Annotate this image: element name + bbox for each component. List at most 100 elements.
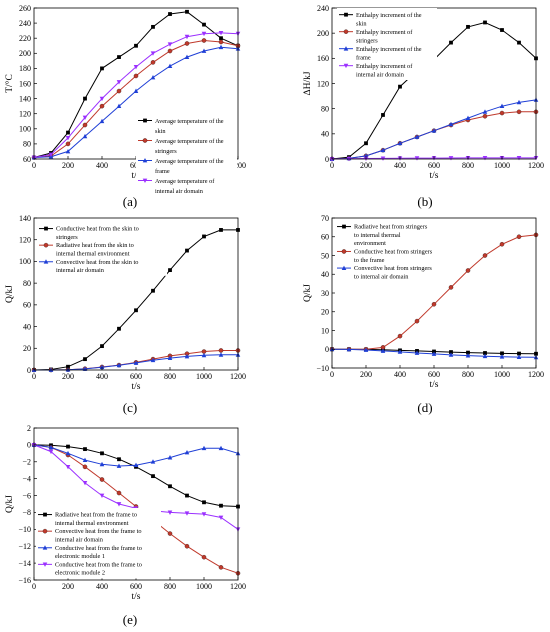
legend-e: Radiative heat from the frame tointernal… — [36, 508, 161, 579]
data-point-d-0-8 — [466, 350, 470, 355]
y-axis-label-a: T/°C — [4, 74, 15, 93]
y-axis-label-e: Q/kJ — [5, 495, 15, 513]
data-point-d-0-11 — [517, 351, 521, 356]
legend-label-e-3-1: electronic module 2 — [55, 570, 105, 577]
data-point-e-2-6 — [133, 462, 139, 468]
data-point-e-0-8 — [168, 484, 172, 489]
y-tick-label-b-4: 160 — [317, 54, 329, 63]
data-point-e-0-5 — [117, 457, 121, 462]
legend-label-e-1-0: Convective heat from the frame to — [55, 528, 142, 535]
data-point-d-2-10 — [499, 354, 505, 359]
x-tick-label-a-0: 0 — [32, 161, 36, 170]
legend-marker-b-1 — [343, 29, 349, 34]
y-tick-label-e-1: −14 — [18, 559, 31, 568]
data-point-a-1-4 — [99, 103, 105, 109]
data-point-d-1-9 — [482, 253, 488, 258]
legend-marker-e-1 — [42, 528, 48, 534]
y-tick-label-e-8: 0 — [27, 441, 31, 450]
legend-marker-e-2 — [42, 545, 48, 550]
data-point-e-3-10 — [201, 512, 207, 517]
data-point-c-0-2 — [66, 364, 70, 369]
data-point-a-1-7 — [150, 60, 156, 65]
data-point-b-2-9 — [482, 109, 488, 114]
y-tick-label-c-4: 80 — [23, 279, 31, 288]
y-tick-label-e-3: −10 — [18, 525, 31, 534]
legend-label-d-0-2: environment — [354, 240, 386, 247]
data-point-a-0-11 — [219, 36, 223, 41]
legend-label-e-2-1: electronic module 1 — [55, 553, 105, 560]
x-tick-label-c-5: 1000 — [196, 372, 212, 381]
data-point-e-2-4 — [99, 461, 105, 467]
data-point-b-1-10 — [499, 110, 505, 116]
data-point-a-3-6 — [133, 64, 139, 70]
data-point-a-0-9 — [185, 9, 189, 14]
legend-marker-c-2 — [43, 259, 49, 264]
panel-label-c: (c) — [123, 400, 137, 415]
legend-label-e-0-0: Radiative heat from the frame to — [55, 512, 137, 519]
data-point-c-2-5 — [116, 362, 122, 368]
data-point-d-1-10 — [499, 241, 505, 247]
data-point-a-2-8 — [167, 63, 173, 69]
data-point-e-0-3 — [83, 447, 87, 452]
data-point-a-3-5 — [116, 80, 122, 85]
legend-bg-a — [136, 113, 237, 197]
y-tick-label-a-5: 160 — [19, 79, 31, 88]
legend-label-a-2-1: frame — [155, 168, 170, 175]
y-tick-label-e-6: −4 — [22, 474, 31, 483]
y-tick-label-d-7: 60 — [321, 233, 329, 242]
series-b-1 — [329, 109, 539, 162]
y-tick-label-e-7: −2 — [22, 458, 31, 467]
legend-bg-c — [37, 222, 167, 276]
data-point-c-2-7 — [150, 357, 156, 363]
data-point-e-0-7 — [151, 474, 155, 479]
x-tick-label-b-5: 1000 — [494, 161, 510, 170]
data-point-b-0-4 — [398, 84, 402, 89]
data-point-e-2-7 — [150, 459, 156, 464]
series-line-b-1 — [331, 111, 536, 160]
y-tick-label-a-9: 240 — [19, 19, 31, 28]
data-point-c-0-4 — [100, 344, 104, 349]
data-point-a-3-8 — [167, 42, 173, 47]
data-point-e-3-9 — [184, 511, 190, 516]
data-point-a-2-7 — [150, 74, 156, 80]
legend-label-b-1-0: Enthalpy increment of — [356, 29, 413, 36]
data-point-e-1-10 — [201, 554, 207, 560]
x-tick-label-d-0: 0 — [330, 370, 334, 379]
x-tick-label-a-1: 200 — [62, 161, 74, 170]
legend-label-e-3-0: Conductive heat from the frame to — [55, 561, 142, 568]
data-point-b-2-8 — [465, 115, 471, 121]
legend-marker-d-1 — [341, 249, 347, 254]
legend-marker-c-0 — [44, 226, 48, 231]
data-point-a-1-10 — [201, 38, 207, 43]
data-point-e-3-2 — [65, 464, 71, 470]
data-point-a-1-5 — [116, 88, 122, 94]
legend-label-e-2-0: Conductive heat from the frame to — [55, 545, 142, 552]
y-tick-label-d-6: 50 — [321, 251, 329, 260]
x-tick-label-e-6: 1200 — [230, 582, 246, 591]
legend-marker-b-3 — [343, 63, 349, 69]
y-tick-label-c-5: 100 — [19, 257, 31, 266]
legend-c: Conductive heat from the skin tostringer… — [37, 222, 167, 276]
data-point-e-2-8 — [167, 455, 173, 460]
y-tick-label-d-0: −10 — [316, 364, 329, 373]
data-point-e-1-11 — [218, 565, 224, 570]
y-tick-label-b-5: 200 — [317, 29, 329, 38]
legend-label-b-2-0: Enthalpy increment of the — [356, 46, 422, 53]
data-point-d-2-3 — [380, 348, 386, 353]
data-point-a-0-10 — [202, 22, 206, 27]
data-point-a-3-7 — [150, 51, 156, 56]
y-tick-label-c-1: 20 — [23, 344, 31, 353]
legend-label-b-3-0: Enthalpy increment of — [356, 63, 413, 70]
x-tick-label-b-2: 400 — [394, 161, 406, 170]
x-tick-label-c-4: 800 — [164, 372, 176, 381]
data-point-c-0-9 — [185, 248, 189, 253]
data-point-a-0-8 — [168, 12, 172, 16]
data-point-a-0-6 — [134, 43, 138, 48]
data-point-d-2-5 — [414, 350, 420, 355]
data-point-a-3-4 — [99, 96, 105, 102]
data-point-b-2-11 — [516, 99, 522, 105]
legend-marker-a-0 — [143, 118, 147, 123]
data-point-b-0-8 — [466, 24, 470, 29]
x-tick-label-e-4: 800 — [164, 582, 176, 591]
